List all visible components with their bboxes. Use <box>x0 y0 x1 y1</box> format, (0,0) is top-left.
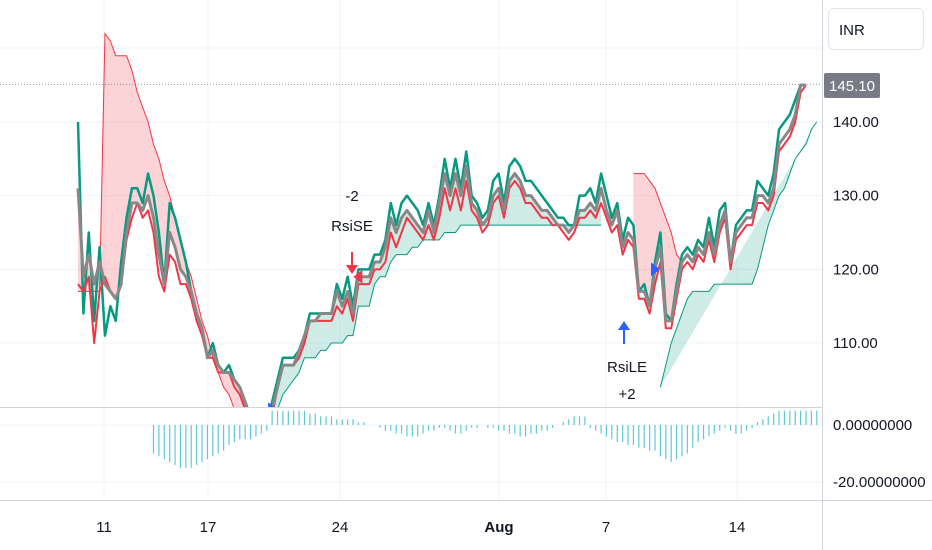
fast-line <box>77 84 807 407</box>
short-entry-arrowhead-icon <box>346 265 358 274</box>
annotations: -2 RsiSE RsiLE +2 <box>331 188 647 403</box>
price-badge: 145.10 <box>824 73 880 98</box>
currency-label: INR <box>839 22 865 39</box>
band-fills <box>78 32 818 407</box>
x-tick-label: 11 <box>96 519 112 536</box>
osc-tick-label: 0.00000000 <box>833 417 912 434</box>
lower-band-fill <box>660 122 817 388</box>
x-tick-label: 14 <box>729 519 746 536</box>
x-tick-label: 24 <box>332 519 349 536</box>
annotation-short-count: -2 <box>345 188 358 205</box>
short-marker-icon <box>353 269 363 284</box>
long-marker-icon <box>268 402 275 407</box>
osc-tick-label: -20.00000000 <box>833 474 926 491</box>
price-tick-label: 140.00 <box>833 114 879 131</box>
long-entry-arrowhead-icon <box>618 321 630 330</box>
grid-lines <box>0 0 822 500</box>
x-tick-label: 17 <box>200 519 217 536</box>
annotation-long-label: RsiLE <box>607 359 647 376</box>
lower-band-line <box>659 121 818 388</box>
price-tick-label: 110.00 <box>833 335 878 352</box>
price-badge-label: 145.10 <box>829 78 875 95</box>
lower-band-line <box>277 224 602 407</box>
oscillator-histogram <box>152 410 818 468</box>
x-tick-label: Aug <box>484 519 513 536</box>
annotation-short-label: RsiSE <box>331 218 373 235</box>
price-series <box>76 83 807 407</box>
long-marker-icon <box>651 262 661 277</box>
x-tick-label: 7 <box>602 519 610 536</box>
upper-band-fill <box>78 33 246 407</box>
upper-band-line <box>633 173 683 263</box>
annotation-long-count: +2 <box>618 386 635 403</box>
currency-selector[interactable]: INR <box>828 8 924 50</box>
middle-line <box>76 83 806 407</box>
price-tick-label: 120.00 <box>833 261 879 278</box>
price-tick-label: 130.00 <box>833 188 879 205</box>
